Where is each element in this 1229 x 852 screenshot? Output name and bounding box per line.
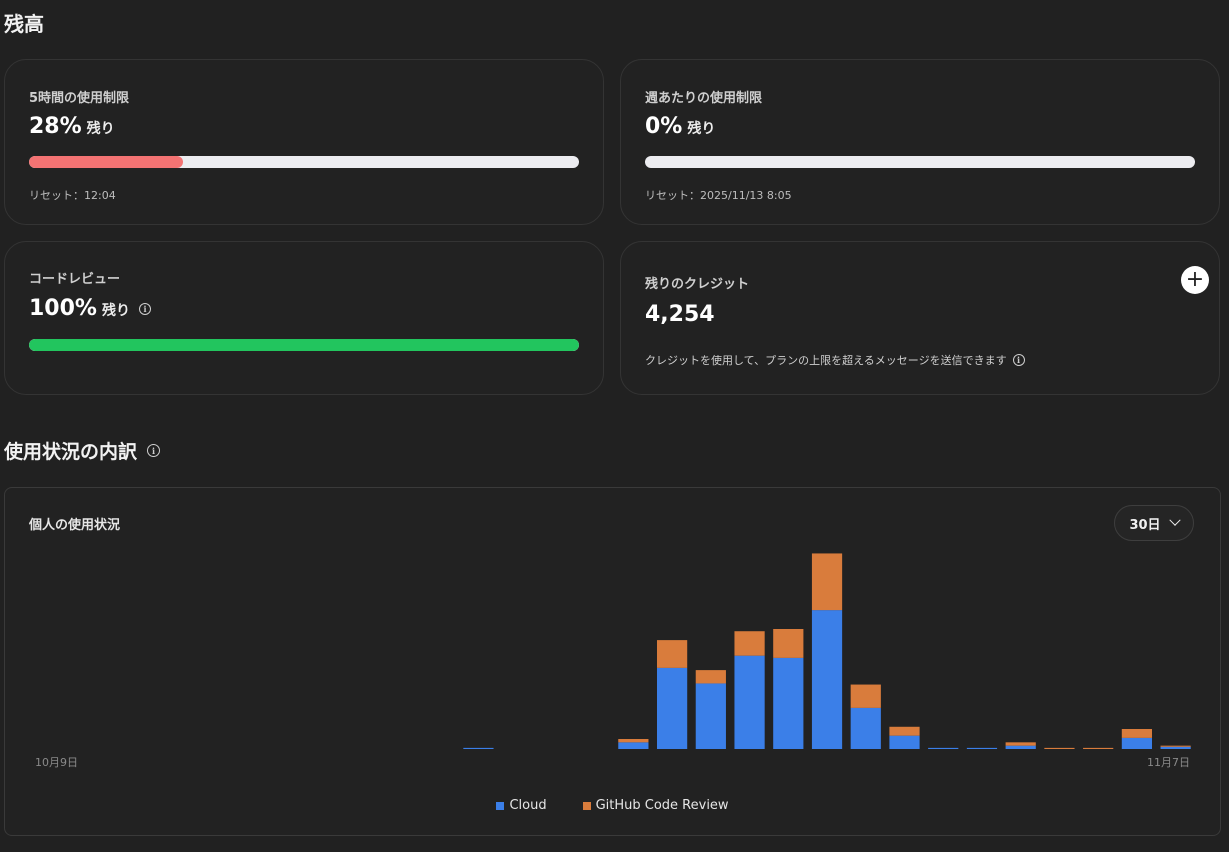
bar-review-22[interactable] <box>889 726 920 736</box>
usage-breakdown-title: 使用状況の内訳 i <box>4 437 161 464</box>
bar-cloud-29[interactable] <box>1160 746 1191 749</box>
bar-review-20[interactable] <box>811 553 843 611</box>
code-review-progress <box>29 339 579 351</box>
credits-note-text: クレジットを使用して、プランの上限を超えるメッセージを送信できます <box>645 354 1007 367</box>
code-review-suffix: 残り <box>101 303 130 319</box>
bar-review-26[interactable] <box>1044 747 1075 749</box>
bar-cloud-24[interactable] <box>966 747 998 749</box>
bar-review-25[interactable] <box>1005 742 1036 746</box>
range-select[interactable]: 30日 <box>1114 505 1194 541</box>
bar-cloud-11[interactable] <box>463 747 494 749</box>
credits-card: 残りのクレジット 4,254 + クレジットを使用して、プランの上限を超えるメッ… <box>620 241 1220 395</box>
bar-cloud-28[interactable] <box>1121 737 1153 749</box>
bar-review-29[interactable] <box>1160 745 1191 747</box>
bar-cloud-16[interactable] <box>656 667 688 749</box>
five-hour-limit-suffix: 残り <box>86 121 115 137</box>
legend-item-review[interactable]: GitHub Code Review <box>582 798 729 813</box>
info-icon[interactable]: i <box>138 302 151 315</box>
page-title: 残高 <box>4 12 44 36</box>
bar-review-17[interactable] <box>695 670 726 684</box>
bar-cloud-25[interactable] <box>1005 745 1036 749</box>
legend-swatch-review <box>582 801 591 810</box>
usage-chart-card: 個人の使用状況 30日 10月9日 11月7日 Cloud GitHub Cod… <box>4 487 1221 836</box>
code-review-card: コードレビュー 100% 残り i <box>4 241 604 395</box>
x-axis-end-label: 11月7日 <box>1147 756 1190 769</box>
bar-cloud-21[interactable] <box>850 707 881 749</box>
range-select-value: 30日 <box>1129 517 1161 533</box>
five-hour-limit-value: 28% 残り <box>29 114 115 139</box>
weekly-limit-reset: リセット：2025/11/13 8:05 <box>645 189 792 202</box>
legend-swatch-cloud <box>496 801 505 810</box>
weekly-limit-label: 週あたりの使用制限 <box>645 91 763 106</box>
bar-cloud-19[interactable] <box>773 657 804 749</box>
code-review-percent: 100% <box>29 296 97 321</box>
five-hour-limit-percent: 28% <box>29 114 82 139</box>
legend-item-cloud[interactable]: Cloud <box>496 798 547 813</box>
weekly-limit-card: 週あたりの使用制限 0% 残り リセット：2025/11/13 8:05 <box>620 59 1220 225</box>
code-review-value: 100% 残り i <box>29 296 151 321</box>
chart-bars <box>463 553 1191 749</box>
weekly-limit-value: 0% 残り <box>645 114 715 139</box>
legend-label-review: GitHub Code Review <box>595 798 729 813</box>
bar-cloud-15[interactable] <box>618 742 649 749</box>
credits-value: 4,254 <box>645 302 715 327</box>
add-credits-button[interactable]: + <box>1181 266 1209 294</box>
legend-label-cloud: Cloud <box>509 798 547 813</box>
bar-review-27[interactable] <box>1083 747 1114 749</box>
bar-review-19[interactable] <box>773 629 804 658</box>
five-hour-limit-label: 5時間の使用制限 <box>29 91 130 106</box>
five-hour-limit-reset: リセット：12:04 <box>29 189 116 202</box>
five-hour-limit-card: 5時間の使用制限 28% 残り リセット：12:04 <box>4 59 604 225</box>
bar-review-28[interactable] <box>1121 729 1153 738</box>
bar-review-16[interactable] <box>656 640 688 668</box>
chart-title: 個人の使用状況 <box>29 518 121 533</box>
bar-cloud-22[interactable] <box>889 735 920 749</box>
bar-cloud-18[interactable] <box>734 655 765 749</box>
chart-legend: Cloud GitHub Code Review <box>5 798 1220 813</box>
five-hour-limit-progress-fill <box>29 156 183 168</box>
credits-label: 残りのクレジット <box>645 277 750 292</box>
bar-cloud-20[interactable] <box>811 610 843 749</box>
info-icon[interactable]: i <box>147 444 161 457</box>
plus-icon: + <box>1185 267 1205 292</box>
usage-bar-chart: 10月9日 11月7日 <box>35 553 1191 769</box>
weekly-limit-progress <box>645 156 1195 168</box>
x-axis-start-label: 10月9日 <box>35 756 78 769</box>
weekly-limit-percent: 0% <box>645 114 683 139</box>
weekly-limit-suffix: 残り <box>687 121 716 137</box>
info-icon[interactable]: i <box>1012 354 1025 366</box>
credits-note: クレジットを使用して、プランの上限を超えるメッセージを送信できます i <box>645 352 1025 368</box>
usage-breakdown-title-text: 使用状況の内訳 <box>4 441 138 463</box>
bar-cloud-23[interactable] <box>928 747 959 749</box>
code-review-label: コードレビュー <box>29 272 121 287</box>
bar-cloud-17[interactable] <box>695 683 726 749</box>
bar-review-18[interactable] <box>734 631 765 656</box>
bar-review-21[interactable] <box>850 684 881 708</box>
bar-review-15[interactable] <box>618 739 649 743</box>
five-hour-limit-progress <box>29 156 579 168</box>
code-review-progress-fill <box>29 339 579 351</box>
